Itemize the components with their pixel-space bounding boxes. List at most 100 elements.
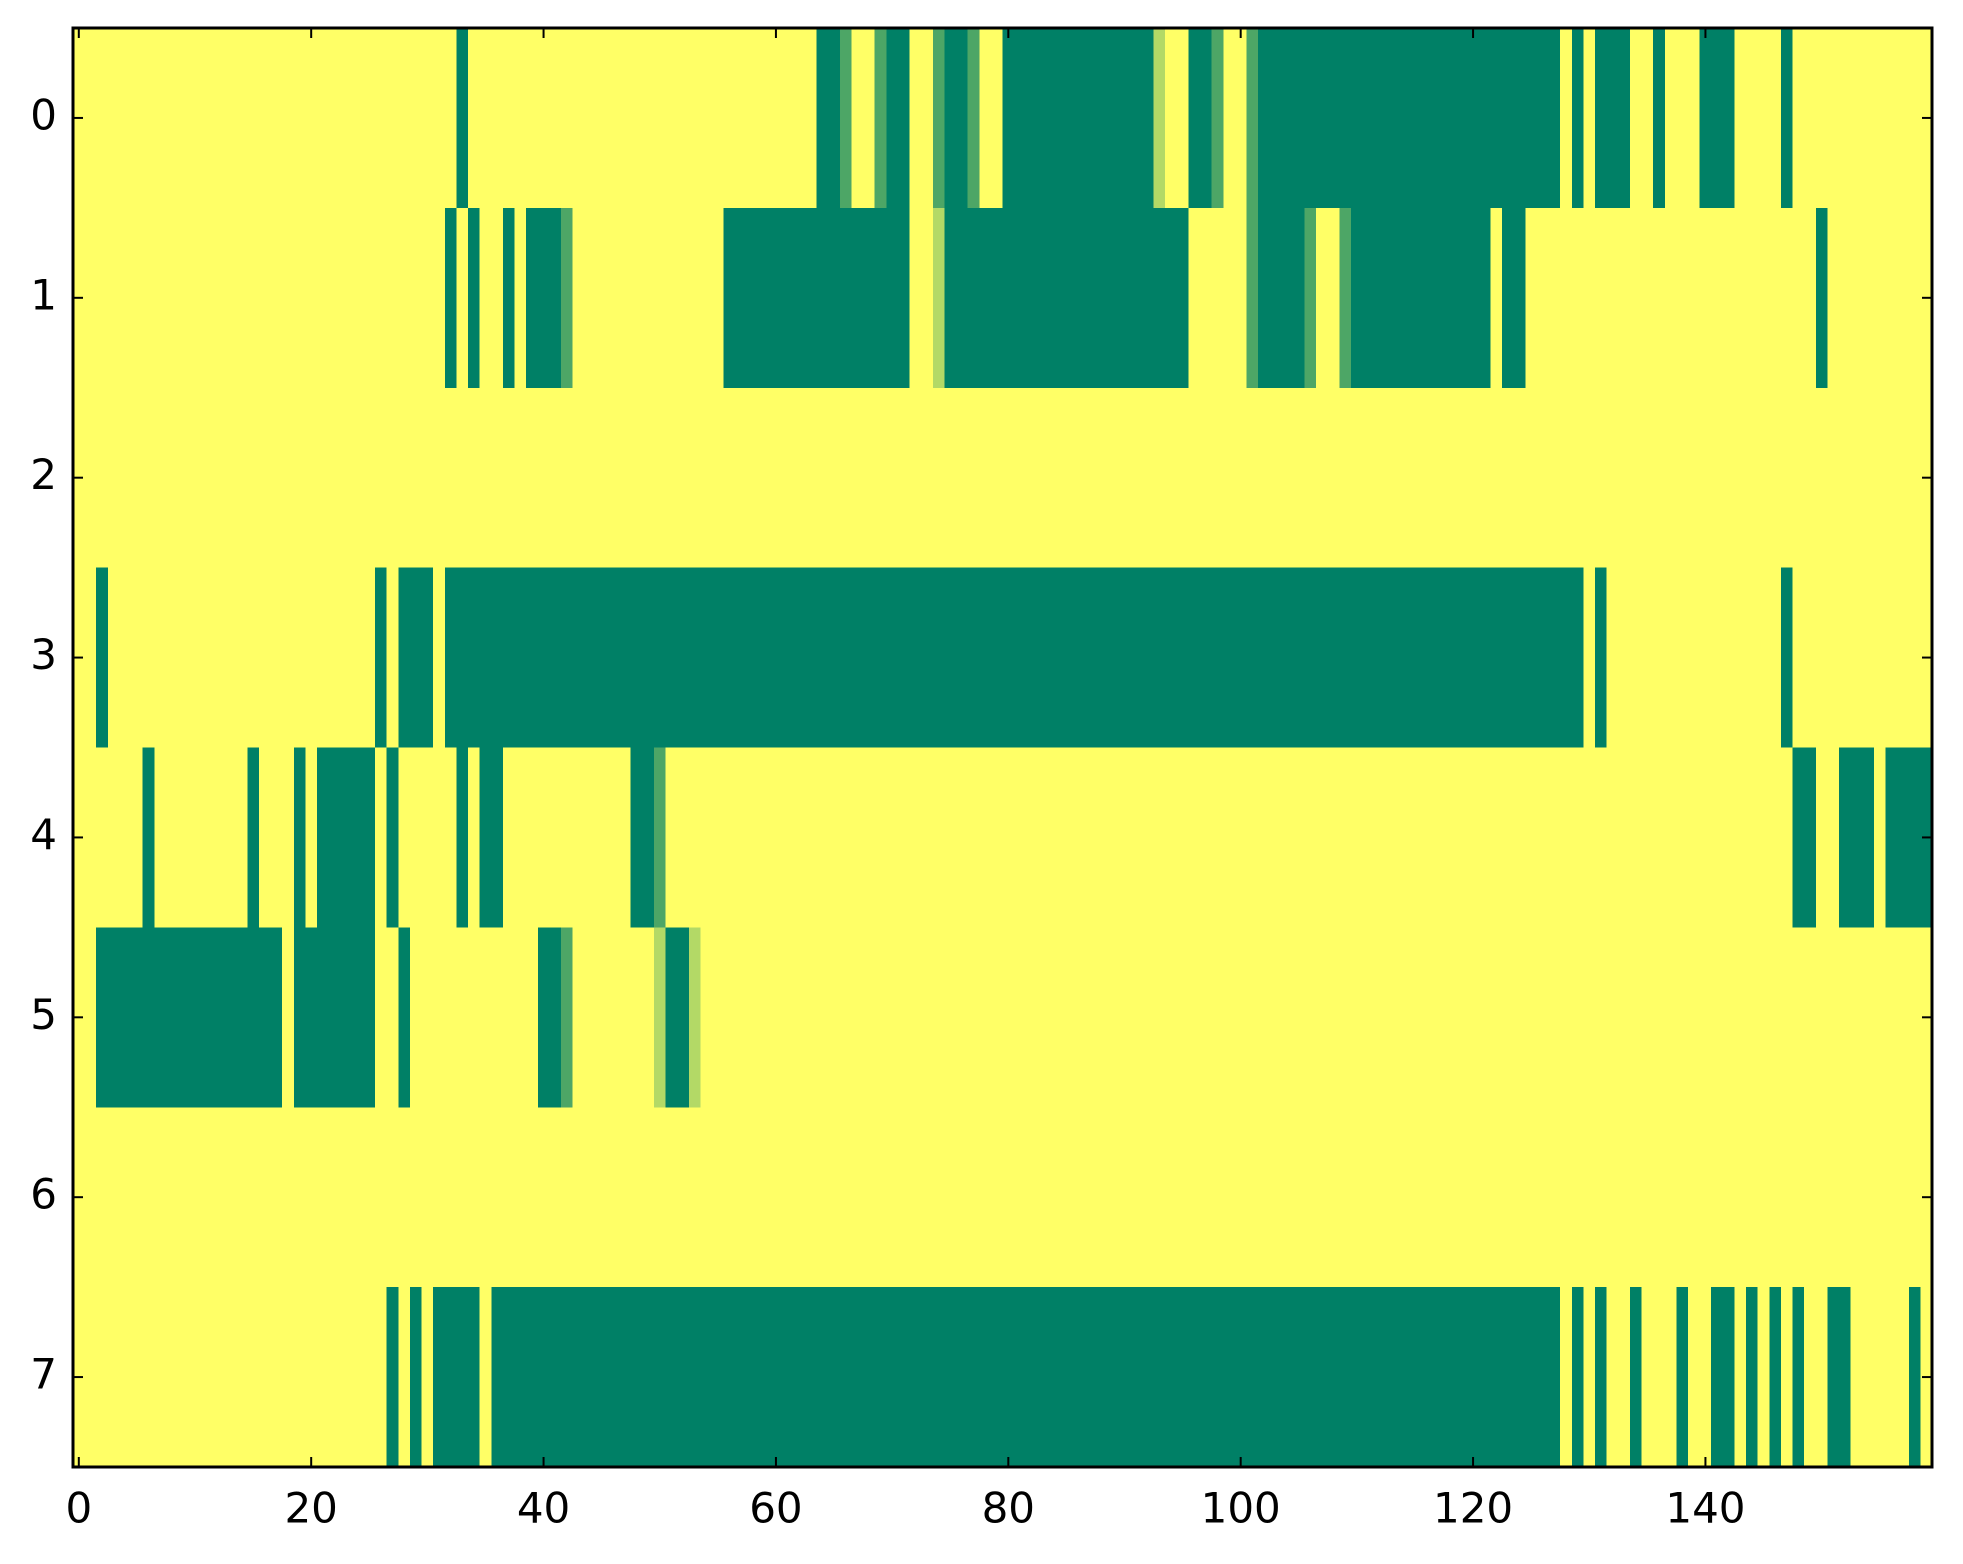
cell xyxy=(1536,1287,1550,1468)
cell xyxy=(270,28,283,209)
cell xyxy=(526,207,539,389)
cell xyxy=(944,1107,957,1288)
cell xyxy=(1397,747,1410,928)
cell xyxy=(1339,207,1352,389)
cell xyxy=(1025,28,1038,209)
cell xyxy=(1316,28,1329,209)
cell xyxy=(537,207,550,389)
cell xyxy=(1327,747,1341,928)
cell xyxy=(1467,28,1480,209)
cell xyxy=(1757,207,1770,389)
cell xyxy=(1409,747,1422,928)
cell xyxy=(572,1287,585,1468)
cell xyxy=(1200,747,1213,928)
cell xyxy=(1699,1107,1712,1288)
cell xyxy=(1397,1287,1410,1468)
cell xyxy=(1513,207,1526,389)
cell xyxy=(863,28,876,209)
cell xyxy=(572,927,585,1108)
cell xyxy=(1362,207,1375,389)
cell xyxy=(816,1107,829,1288)
cell xyxy=(235,567,248,749)
cell xyxy=(1641,747,1654,928)
cell xyxy=(1839,567,1852,749)
cell xyxy=(316,207,330,389)
cell xyxy=(1478,207,1492,389)
cell xyxy=(235,1287,248,1468)
cell xyxy=(224,747,237,928)
cell xyxy=(665,1287,678,1468)
cell xyxy=(1223,1107,1236,1288)
cell xyxy=(328,1287,341,1468)
cell xyxy=(909,747,922,928)
cell xyxy=(1804,1107,1817,1288)
cell xyxy=(1281,1107,1294,1288)
cell xyxy=(1385,1287,1399,1468)
cell xyxy=(758,567,771,749)
cell xyxy=(560,927,574,1108)
cell xyxy=(1014,567,1027,749)
cell xyxy=(189,1287,202,1468)
cell xyxy=(956,1107,969,1288)
cell xyxy=(723,28,736,209)
cell xyxy=(1827,1287,1840,1468)
cell xyxy=(1815,28,1829,209)
cell xyxy=(1409,1107,1422,1288)
cell xyxy=(212,927,225,1108)
cell xyxy=(1292,1287,1306,1468)
cell xyxy=(514,28,527,209)
cell xyxy=(177,927,190,1108)
cell xyxy=(1107,927,1120,1108)
cell xyxy=(1304,747,1317,928)
cell xyxy=(1850,387,1863,569)
cell xyxy=(1014,747,1027,928)
cell xyxy=(1548,927,1561,1108)
cell xyxy=(247,207,260,389)
cell xyxy=(328,747,341,928)
cell xyxy=(688,28,702,209)
cell xyxy=(1676,927,1689,1108)
cell xyxy=(270,927,283,1108)
cell xyxy=(1897,747,1910,928)
cell xyxy=(444,567,458,749)
cell xyxy=(653,927,667,1108)
cell xyxy=(1653,207,1666,389)
cell xyxy=(1746,1287,1759,1468)
cell xyxy=(1873,567,1887,749)
cell xyxy=(316,1107,330,1288)
cell xyxy=(526,747,539,928)
cell xyxy=(839,1287,853,1468)
cell xyxy=(107,927,121,1108)
cell xyxy=(863,387,876,569)
cell xyxy=(560,1287,574,1468)
cell xyxy=(1339,1107,1352,1288)
cell xyxy=(1327,28,1341,209)
cell xyxy=(1107,28,1120,209)
cell xyxy=(421,1107,434,1288)
cell xyxy=(967,1107,980,1288)
cell xyxy=(421,387,434,569)
cell xyxy=(1908,207,1921,389)
cell xyxy=(793,1287,806,1468)
cell xyxy=(340,28,353,209)
cell xyxy=(770,207,783,389)
cell xyxy=(165,1287,179,1468)
cell xyxy=(1211,567,1224,749)
cell xyxy=(1444,567,1457,749)
cell xyxy=(735,28,748,209)
cell xyxy=(96,207,109,389)
cell xyxy=(282,927,295,1108)
cell xyxy=(189,747,202,928)
cell xyxy=(746,1287,760,1468)
cell xyxy=(189,567,202,749)
cell xyxy=(1083,1107,1097,1288)
cell xyxy=(247,567,260,749)
cell xyxy=(189,387,202,569)
cell xyxy=(642,747,655,928)
cell xyxy=(1618,207,1631,389)
cell xyxy=(1490,747,1503,928)
cell xyxy=(409,567,423,749)
cell xyxy=(642,567,655,749)
cell xyxy=(1827,28,1840,209)
cell xyxy=(1130,927,1143,1108)
